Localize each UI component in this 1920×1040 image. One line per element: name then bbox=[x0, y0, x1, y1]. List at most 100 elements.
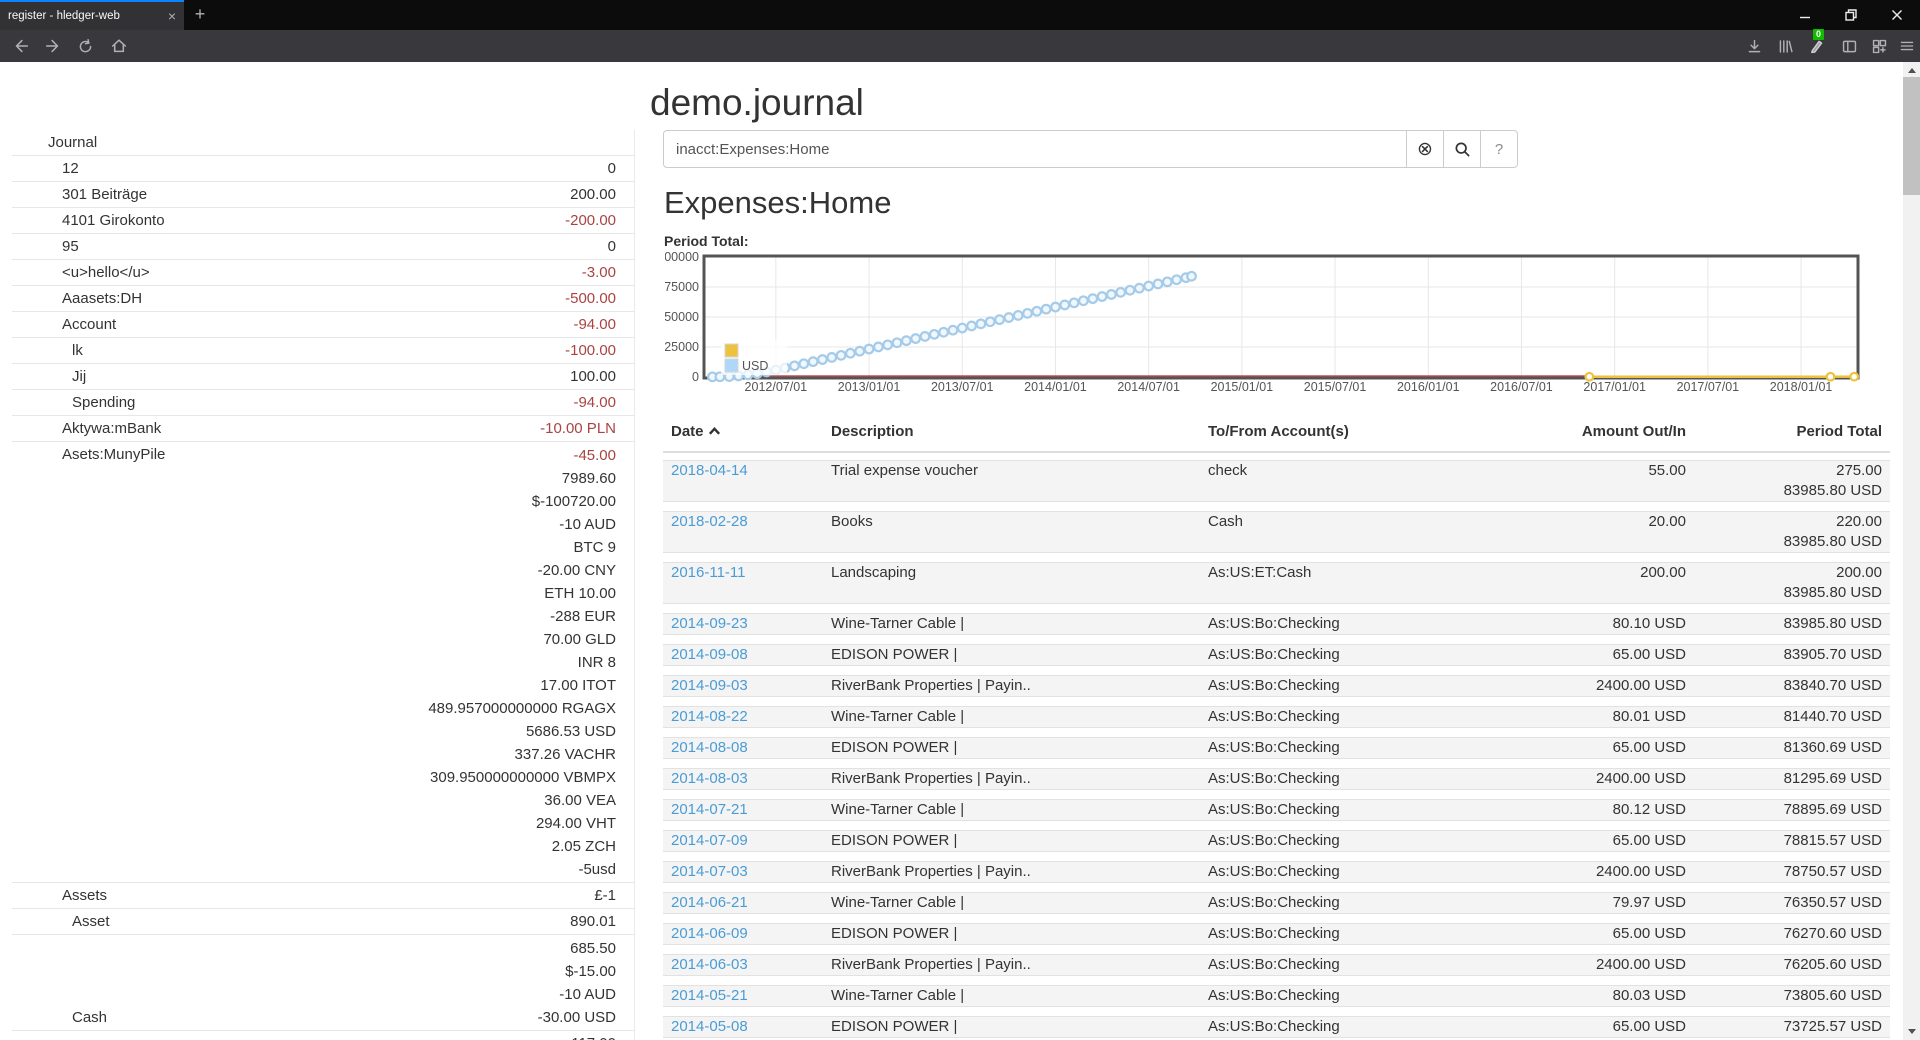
table-row[interactable]: 2014-09-08 EDISON POWER | As:US:Bo:Checkin… bbox=[663, 644, 1890, 666]
sidebar-account-link[interactable]: Aktywa:mBank bbox=[62, 420, 162, 437]
table-row[interactable]: 2016-11-11 Landscaping As:US:ET:Cash 200.00… bbox=[663, 562, 1890, 604]
table-row[interactable]: 2014-06-03 RiverBank Properties | Payin..… bbox=[663, 954, 1890, 976]
close-button[interactable] bbox=[1874, 0, 1920, 30]
header-date[interactable]: Date bbox=[663, 422, 823, 442]
table-row[interactable]: 2014-05-08 EDISON POWER | As:US:Bo:Checkin… bbox=[663, 1016, 1890, 1038]
svg-text:2017/07/01: 2017/07/01 bbox=[1677, 380, 1740, 394]
transaction-date-link[interactable]: 2014-06-09 bbox=[671, 925, 748, 942]
sidebar-account-link[interactable]: 12 bbox=[62, 160, 79, 177]
sidebar-account-link[interactable]: <u>hello</u> bbox=[62, 264, 150, 281]
sidebar-account-link[interactable]: Account bbox=[62, 316, 117, 333]
sidebar-account-link[interactable]: 4101 Girokonto bbox=[62, 212, 165, 229]
transaction-date-link[interactable]: 2014-08-08 bbox=[671, 739, 748, 756]
extension-icon[interactable]: 0 bbox=[1803, 29, 1829, 58]
table-row[interactable]: 2014-06-09 EDISON POWER | As:US:Bo:Checkin… bbox=[663, 923, 1890, 945]
sidebar-account-link[interactable]: Jij bbox=[72, 368, 87, 385]
transaction-account: As:US:Bo:Checking bbox=[1208, 832, 1340, 849]
home-icon[interactable] bbox=[106, 34, 132, 58]
header-amount[interactable]: Amount Out/In bbox=[1581, 423, 1686, 440]
header-period-total[interactable]: Period Total bbox=[1796, 423, 1882, 440]
transaction-date-link[interactable]: 2018-02-28 bbox=[671, 513, 748, 530]
table-row[interactable]: 2014-07-21 Wine-Tarner Cable | As:US:Bo:Ch… bbox=[663, 799, 1890, 821]
scroll-up-button[interactable] bbox=[1903, 62, 1920, 79]
svg-text:2018/01/01: 2018/01/01 bbox=[1770, 380, 1833, 394]
transaction-date-link[interactable]: 2014-05-08 bbox=[671, 1018, 748, 1035]
balance-amount: -5usd bbox=[578, 861, 616, 878]
sidebar-account-link[interactable]: Asset bbox=[72, 913, 110, 930]
transaction-amount: 65.00 USD bbox=[1612, 832, 1686, 849]
header-account[interactable]: To/From Account(s) bbox=[1208, 423, 1349, 440]
apps-grid-icon[interactable] bbox=[1866, 34, 1892, 58]
transaction-date-link[interactable]: 2014-09-03 bbox=[671, 677, 748, 694]
transaction-date-link[interactable]: 2014-09-23 bbox=[671, 615, 748, 632]
header-description[interactable]: Description bbox=[831, 423, 914, 440]
reload-icon[interactable] bbox=[72, 34, 98, 58]
sidebars-icon[interactable] bbox=[1836, 34, 1862, 58]
table-row[interactable]: 2014-09-23 Wine-Tarner Cable | As:US:Bo:Ch… bbox=[663, 613, 1890, 635]
library-icon[interactable] bbox=[1772, 34, 1798, 58]
sidebar-account-link[interactable]: Spending bbox=[72, 394, 136, 411]
svg-text:2015/01/01: 2015/01/01 bbox=[1211, 380, 1274, 394]
period-total: 200.00 83985.80 USD bbox=[1694, 563, 1890, 603]
table-row[interactable]: 2014-08-08 EDISON POWER | As:US:Bo:Checkin… bbox=[663, 737, 1890, 759]
sidebar-account-link[interactable]: Cash bbox=[72, 1009, 108, 1026]
balance-amount: -94.00 bbox=[573, 394, 616, 411]
scrollbar-thumb[interactable] bbox=[1903, 77, 1920, 195]
sidebar-account-balance: -200.00 bbox=[565, 210, 616, 232]
clear-query-button[interactable]: ⊗ bbox=[1406, 130, 1444, 168]
vertical-scrollbar[interactable] bbox=[1903, 62, 1920, 1040]
period-total-line: 220.00 bbox=[1836, 513, 1882, 530]
period-total: 83985.80 USD bbox=[1694, 614, 1890, 634]
tab-close-icon[interactable]: × bbox=[167, 8, 176, 24]
new-tab-button[interactable]: + bbox=[194, 4, 206, 24]
sidebar-account-link[interactable]: Aaasets:DH bbox=[62, 290, 143, 307]
download-icon[interactable] bbox=[1741, 34, 1767, 58]
transaction-date-link[interactable]: 2014-05-21 bbox=[671, 987, 748, 1004]
sidebar-account-link[interactable]: Asets:MunyPile bbox=[62, 446, 166, 463]
balance-amount: $-100720.00 bbox=[531, 493, 616, 510]
sidebar-account-link[interactable]: Assets bbox=[62, 887, 108, 904]
transaction-date-link[interactable]: 2014-06-21 bbox=[671, 894, 748, 911]
table-row[interactable]: 2014-07-09 EDISON POWER | As:US:Bo:Checkin… bbox=[663, 830, 1890, 852]
transaction-date-link[interactable]: 2014-06-03 bbox=[671, 956, 748, 973]
table-row[interactable]: 2014-06-21 Wine-Tarner Cable | As:US:Bo:Ch… bbox=[663, 892, 1890, 914]
back-icon[interactable] bbox=[8, 34, 34, 58]
table-row[interactable]: 2014-05-21 Wine-Tarner Cable | As:US:Bo:Ch… bbox=[663, 985, 1890, 1007]
query-input[interactable] bbox=[663, 130, 1407, 168]
restore-button[interactable] bbox=[1828, 0, 1874, 30]
sidebar-account-link[interactable]: lk bbox=[72, 342, 83, 359]
forward-icon[interactable] bbox=[40, 34, 66, 58]
transaction-date-link[interactable]: 2014-07-09 bbox=[671, 832, 748, 849]
menu-hamburger-icon[interactable] bbox=[1894, 34, 1920, 58]
transaction-date-link[interactable]: 2014-07-03 bbox=[671, 863, 748, 880]
transaction-account: As:US:Bo:Checking bbox=[1208, 770, 1340, 787]
scroll-down-button[interactable] bbox=[1903, 1023, 1920, 1040]
transaction-amount: 80.12 USD bbox=[1612, 801, 1686, 818]
table-row[interactable]: 2014-08-03 RiverBank Properties | Payin..… bbox=[663, 768, 1890, 790]
svg-text:50000: 50000 bbox=[665, 310, 699, 324]
period-total-line: 83985.80 USD bbox=[1783, 533, 1882, 550]
sidebar-account-link[interactable]: 95 bbox=[62, 238, 79, 255]
search-help-button[interactable]: ? bbox=[1480, 130, 1518, 168]
transaction-date-link[interactable]: 2018-04-14 bbox=[671, 462, 748, 479]
transaction-date-link[interactable]: 2016-11-11 bbox=[671, 564, 746, 581]
sidebar-account-link[interactable]: 301 Beiträge bbox=[62, 186, 148, 203]
table-row[interactable]: 2014-07-03 RiverBank Properties | Payin..… bbox=[663, 861, 1890, 883]
table-row[interactable]: 2014-09-03 RiverBank Properties | Payin..… bbox=[663, 675, 1890, 697]
sidebar-account-balance: 0 bbox=[608, 236, 616, 258]
table-row[interactable]: 2014-08-22 Wine-Tarner Cable | As:US:Bo:Ch… bbox=[663, 706, 1890, 728]
transaction-date-link[interactable]: 2014-08-22 bbox=[671, 708, 748, 725]
balance-amount: 2.05 ZCH bbox=[551, 838, 616, 855]
transaction-account: As:US:Bo:Checking bbox=[1208, 801, 1340, 818]
minimize-button[interactable] bbox=[1782, 0, 1828, 30]
transaction-date-link[interactable]: 2014-08-03 bbox=[671, 770, 748, 787]
sidebar-journal-link[interactable]: Journal bbox=[48, 134, 98, 151]
transaction-amount: 65.00 USD bbox=[1612, 646, 1686, 663]
transaction-date-link[interactable]: 2014-07-21 bbox=[671, 801, 748, 818]
submit-search-button[interactable] bbox=[1443, 130, 1481, 168]
period-total-line: 73805.60 USD bbox=[1783, 987, 1882, 1004]
transaction-date-link[interactable]: 2014-09-08 bbox=[671, 646, 748, 663]
table-row[interactable]: 2018-02-28 Books Cash 20.00 220.00 83985.80 U… bbox=[663, 511, 1890, 553]
browser-tab[interactable]: register - hledger-web × bbox=[0, 0, 184, 30]
table-row[interactable]: 2018-04-14 Trial expense voucher check 55.0… bbox=[663, 460, 1890, 502]
